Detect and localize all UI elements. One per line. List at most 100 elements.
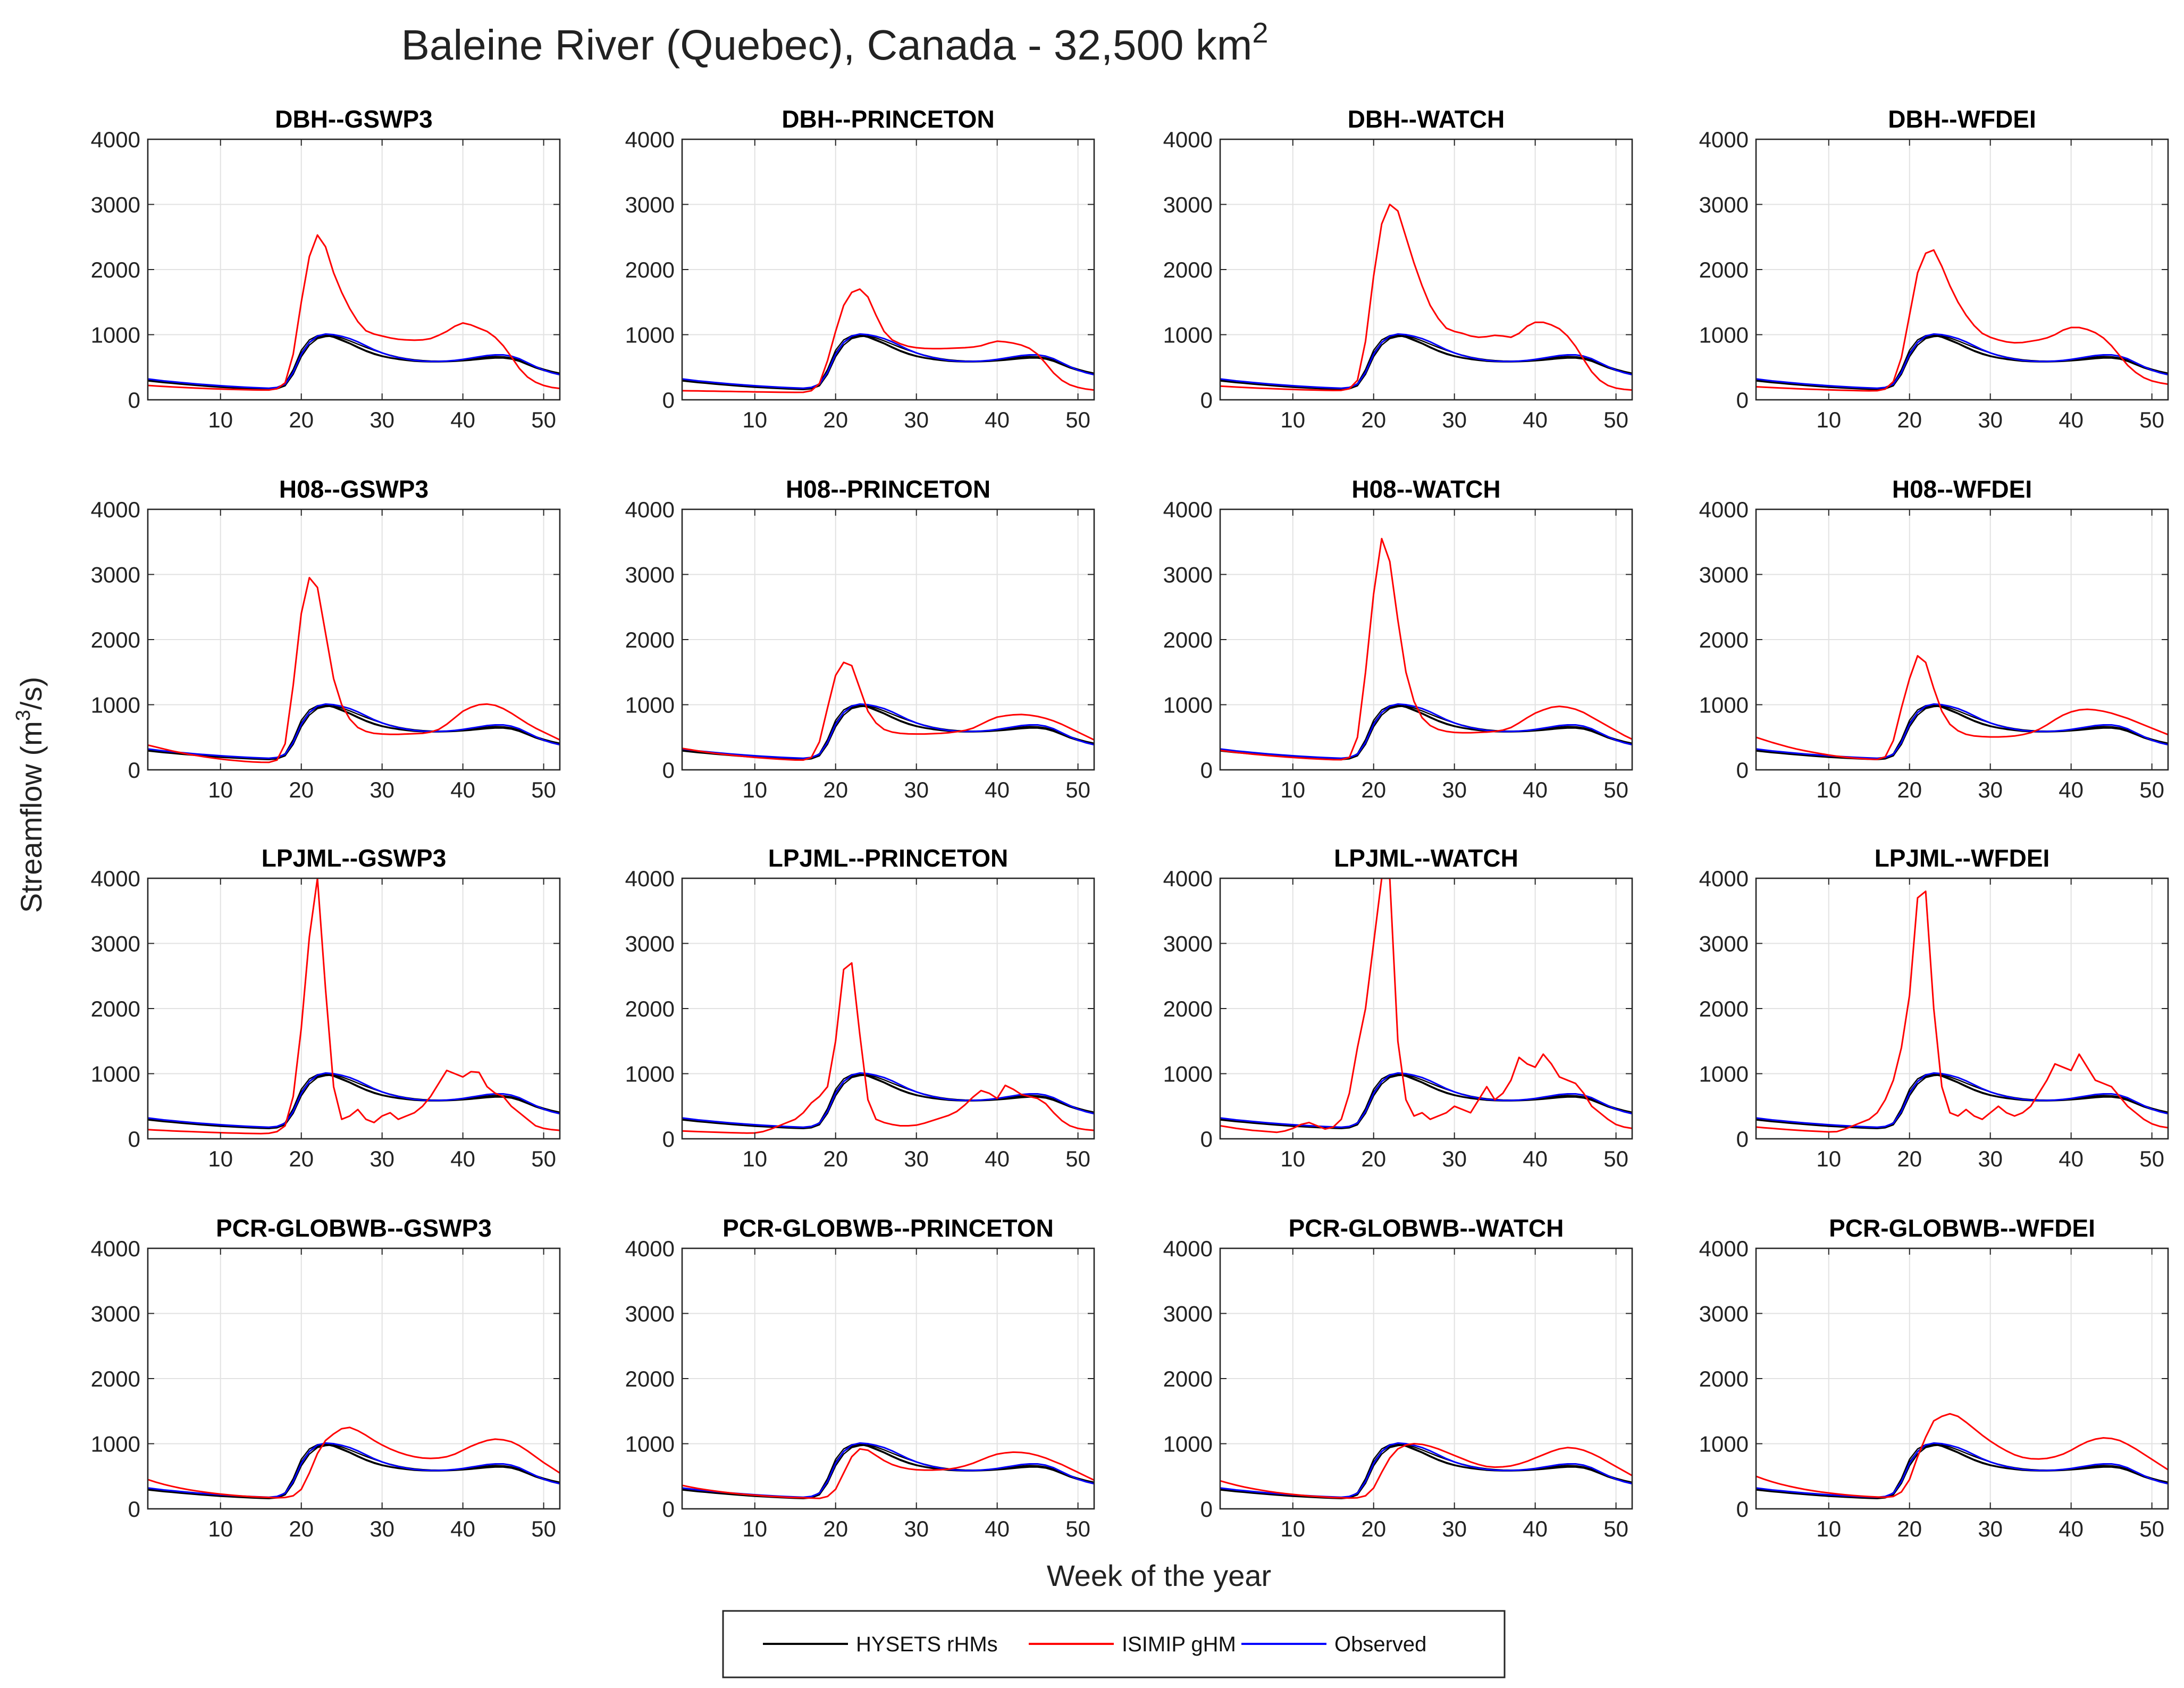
x-tick-label: 20	[289, 1516, 314, 1541]
series-group	[148, 577, 560, 763]
series-observed-line	[1220, 333, 1632, 389]
panel: PCR-GLOBWB--PRINCETON 10 20 30 40 50 0 1000 2000…	[625, 1214, 1095, 1541]
x-tick-label: 10	[742, 1146, 767, 1171]
x-tick-label: 10	[1280, 1516, 1305, 1541]
x-tick-label: 50	[1603, 777, 1628, 802]
panel-title: H08--WATCH	[1351, 475, 1500, 503]
series-isimip-line	[682, 661, 1094, 761]
x-tick-label: 10	[742, 1516, 767, 1541]
series-group	[148, 878, 560, 1135]
x-tick-label: 20	[823, 407, 848, 432]
y-tick-label: 0	[662, 388, 675, 413]
x-tick-label: 50	[1065, 407, 1090, 432]
y-tick-label: 0	[128, 758, 140, 783]
y-tick-label: 1000	[625, 323, 675, 348]
x-tick-label: 50	[1603, 1516, 1628, 1541]
y-tick-label: 1000	[625, 693, 675, 718]
y-tick-label: 4000	[91, 866, 140, 891]
y-tick-label: 0	[128, 388, 140, 413]
x-tick-label: 50	[1603, 1146, 1628, 1171]
series-observed-line	[1220, 703, 1632, 759]
series-observed-line	[682, 333, 1094, 389]
y-tick-label: 1000	[1163, 1062, 1213, 1087]
x-tick-label: 50	[531, 407, 556, 432]
x-tick-label: 50	[2139, 777, 2164, 802]
series-observed-line	[1756, 1072, 2168, 1128]
y-tick-label: 2000	[1163, 257, 1213, 282]
x-tick-label: 10	[1816, 777, 1841, 802]
series-isimip-line	[1220, 538, 1632, 761]
series-isimip-line	[1220, 204, 1632, 391]
x-tick-label: 40	[985, 1516, 1010, 1541]
x-tick-label: 30	[1978, 777, 2003, 802]
x-tick-label: 20	[1897, 1146, 1922, 1171]
y-tick-label: 0	[1736, 758, 1749, 783]
x-tick-label: 30	[1978, 407, 2003, 432]
panel: LPJML--GSWP3 10 20 30 40 50 0 1000 2000 3000 4000	[91, 844, 561, 1171]
series-isimip-line	[682, 288, 1094, 393]
panel-title: LPJML--WFDEI	[1875, 844, 2050, 872]
x-tick-label: 30	[1978, 1146, 2003, 1171]
y-tick-label: 1000	[91, 1062, 140, 1087]
x-tick-label: 30	[369, 777, 394, 802]
y-tick-label: 1000	[625, 1432, 675, 1457]
x-tick-label: 30	[369, 1516, 394, 1541]
legend-label-hysets: HYSETS rHMs	[856, 1633, 998, 1656]
y-tick-label: 1000	[1163, 1432, 1213, 1457]
y-tick-label: 3000	[1699, 562, 1749, 587]
x-tick-label: 50	[1065, 1516, 1090, 1541]
x-tick-label: 30	[1978, 1516, 2003, 1541]
x-tick-label: 10	[1280, 407, 1305, 432]
panel-title: H08--WFDEI	[1892, 475, 2032, 503]
x-tick-label: 30	[904, 1516, 929, 1541]
series-isimip-line	[148, 577, 560, 763]
panel-title: LPJML--PRINCETON	[768, 844, 1009, 872]
y-tick-label: 2000	[1163, 1366, 1213, 1391]
panel-title: PCR-GLOBWB--WFDEI	[1829, 1214, 2095, 1242]
y-tick-label: 2000	[1699, 1366, 1749, 1391]
legend-label-isimip: ISIMIP gHM	[1122, 1633, 1236, 1656]
y-tick-label: 1000	[91, 1432, 140, 1457]
panel: PCR-GLOBWB--WATCH 10 20 30 40 50 0 1000 2000 3000…	[1163, 1214, 1633, 1541]
x-tick-label: 50	[2139, 1516, 2164, 1541]
y-tick-label: 4000	[625, 1236, 675, 1261]
panel-title: DBH--WFDEI	[1888, 105, 2036, 133]
y-tick-label: 3000	[91, 1301, 140, 1326]
y-tick-label: 3000	[1699, 1301, 1749, 1326]
x-tick-label: 20	[289, 777, 314, 802]
y-tick-label: 2000	[1699, 627, 1749, 652]
y-tick-label: 1000	[1163, 323, 1213, 348]
y-tick-label: 1000	[625, 1062, 675, 1087]
x-tick-label: 40	[450, 777, 475, 802]
series-observed-line	[1756, 1442, 2168, 1498]
y-tick-label: 0	[662, 1497, 675, 1522]
y-tick-label: 3000	[625, 1301, 675, 1326]
panel-title: LPJML--WATCH	[1334, 844, 1518, 872]
series-observed-line	[1756, 703, 2168, 759]
panel: LPJML--PRINCETON 10 20 30 40 50 0 1000 2000 3000 4…	[625, 844, 1095, 1171]
panel: PCR-GLOBWB--GSWP3 10 20 30 40 50 0 1000 2000 3000…	[91, 1214, 561, 1541]
y-tick-label: 4000	[91, 1236, 140, 1261]
series-group	[148, 234, 560, 391]
series-group	[1220, 538, 1632, 761]
series-group	[1220, 204, 1632, 391]
series-isimip-line	[1756, 655, 2168, 760]
x-tick-label: 50	[1065, 1146, 1090, 1171]
x-tick-label: 40	[1523, 777, 1548, 802]
y-tick-label: 3000	[1699, 931, 1749, 956]
series-isimip-line	[682, 962, 1094, 1134]
y-tick-label: 3000	[1163, 1301, 1213, 1326]
series-observed-line	[148, 1072, 560, 1128]
y-tick-label: 3000	[1699, 192, 1749, 217]
x-axis-label: Week of the year	[1047, 1559, 1271, 1592]
x-tick-label: 20	[289, 407, 314, 432]
series-group	[1756, 249, 2168, 392]
series-observed-line	[1220, 1072, 1632, 1128]
x-tick-label: 10	[208, 777, 233, 802]
panel: H08--WATCH 10 20 30 40 50 0 1000 2000 3000 4000	[1163, 475, 1633, 802]
y-tick-label: 2000	[625, 257, 675, 282]
y-tick-label: 4000	[1699, 497, 1749, 522]
y-tick-label: 4000	[1163, 866, 1213, 891]
y-tick-label: 4000	[1699, 127, 1749, 152]
panel: PCR-GLOBWB--WFDEI 10 20 30 40 50 0 1000 2000 3000…	[1699, 1214, 2169, 1541]
